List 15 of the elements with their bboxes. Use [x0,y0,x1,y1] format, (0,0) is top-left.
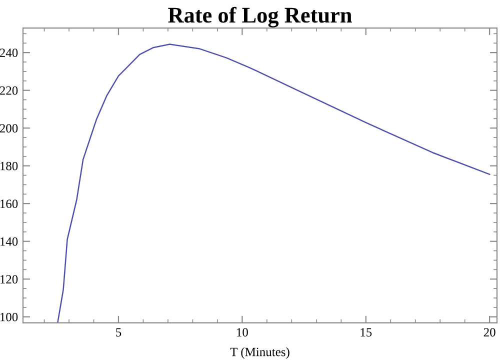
y-tick-label: 200 [0,124,18,133]
y-tick-label: 220 [0,86,18,95]
x-tick-label: 15 [360,328,372,337]
x-tick-label: 20 [484,328,496,337]
y-tick-label: 240 [0,48,18,58]
y-tick-label: 100 [0,312,18,322]
x-tick-label: 5 [116,328,122,337]
x-axis-title: T (Minutes) [230,347,290,359]
x-tick-label: 10 [237,328,248,337]
y-tick-label: 120 [0,275,18,284]
y-tick-label: 180 [0,162,18,170]
y-tick-label: 160 [0,200,18,208]
line-series [57,44,490,323]
chart-title: Rate of Log Return [168,6,352,28]
y-tick-label: 140 [0,237,18,246]
